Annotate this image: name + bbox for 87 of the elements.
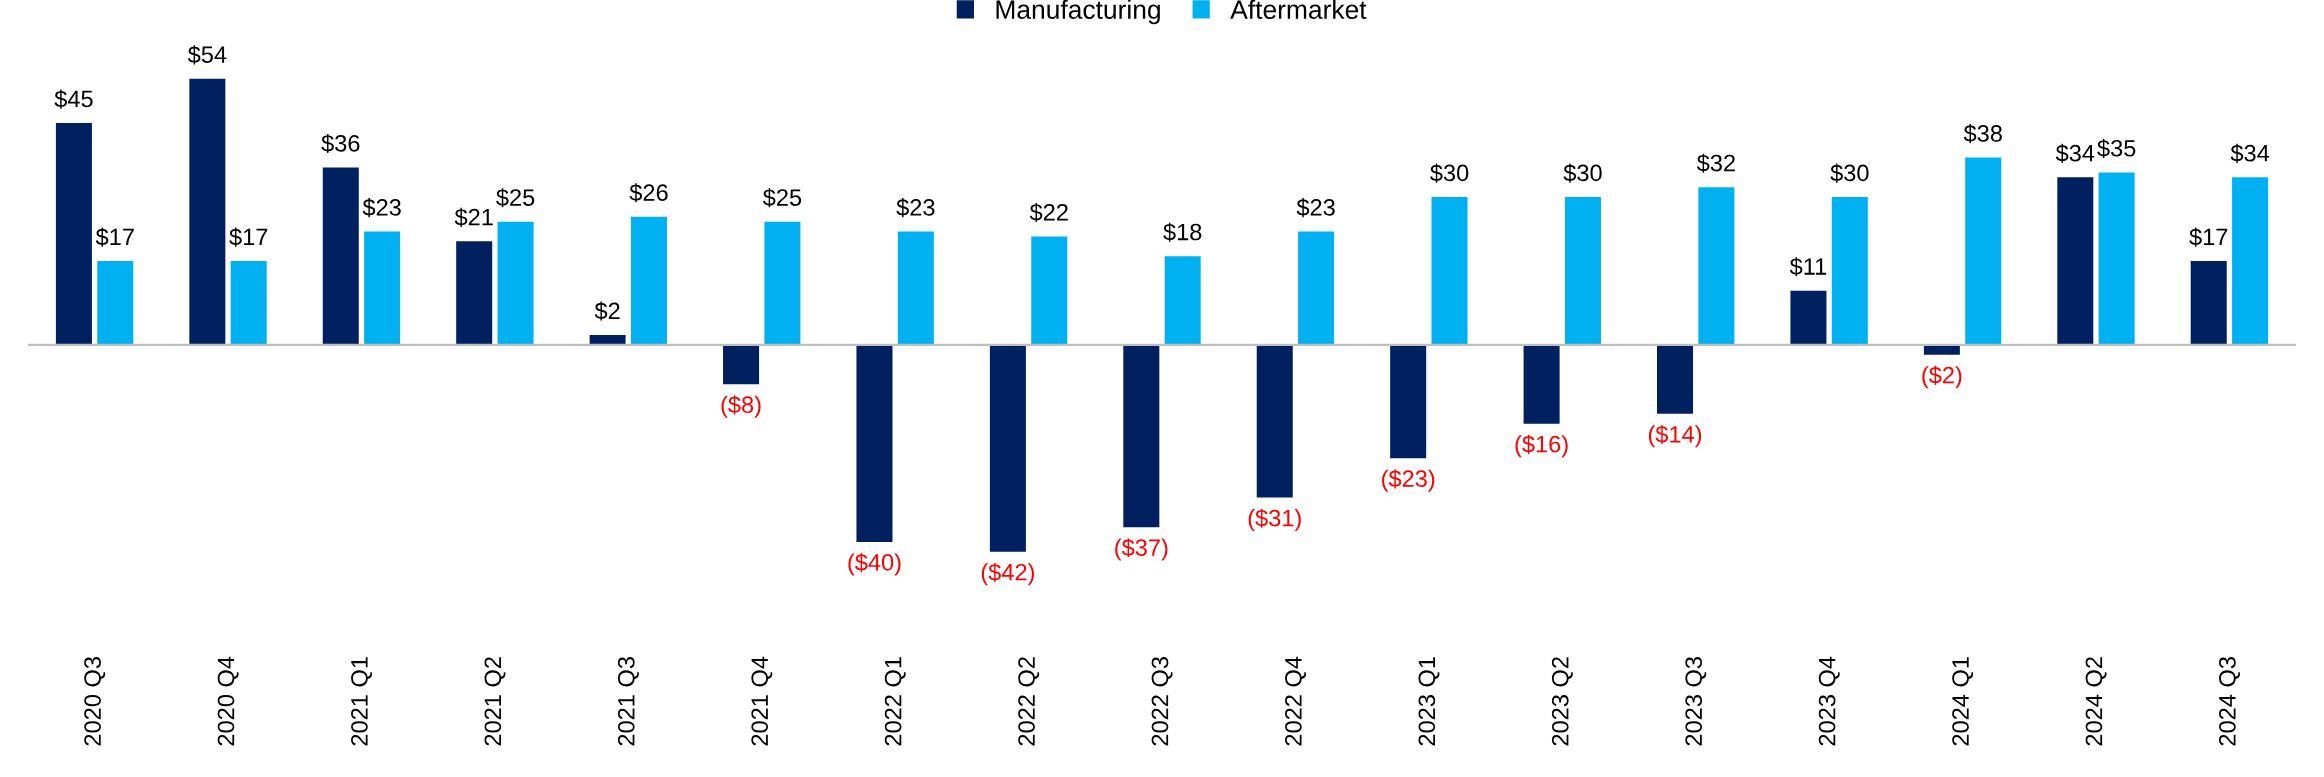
bar <box>364 231 401 345</box>
bar <box>1523 344 1560 424</box>
data-label: $17 <box>95 227 134 247</box>
bar <box>189 78 226 345</box>
bar <box>2098 172 2135 345</box>
bar <box>1298 231 1335 345</box>
data-label: $2 <box>594 301 620 321</box>
data-label: $26 <box>629 183 668 203</box>
data-label: $21 <box>454 207 493 227</box>
data-label: $25 <box>762 188 802 208</box>
data-label: ($37) <box>1115 538 1168 561</box>
legend-label: Manufacturing <box>996 0 1160 25</box>
data-label: $34 <box>2055 143 2095 163</box>
bar <box>2190 261 2227 345</box>
bar <box>1031 236 1068 345</box>
x-tick-label: 2022 Q3 <box>1151 657 1173 746</box>
x-tick-label: 2023 Q4 <box>1818 656 1840 746</box>
x-tick-label: 2024 Q1 <box>1952 657 1974 746</box>
bar <box>497 221 534 345</box>
bar <box>1790 290 1827 345</box>
x-tick-label: 2023 Q3 <box>1685 657 1707 746</box>
x-tick-label: 2022 Q1 <box>884 657 906 746</box>
bar <box>2232 177 2269 345</box>
data-label: ($14) <box>1648 424 1702 448</box>
x-tick-label: 2022 Q2 <box>1018 657 1040 746</box>
data-label: $30 <box>1563 163 1602 183</box>
data-label: $36 <box>321 133 360 154</box>
bar <box>1657 344 1694 414</box>
data-label: $18 <box>1163 222 1202 242</box>
data-label: ($16) <box>1515 434 1568 458</box>
bar <box>630 216 667 345</box>
x-tick-label: 2024 Q2 <box>2085 657 2107 746</box>
bar <box>1390 344 1427 459</box>
bar <box>322 167 359 345</box>
data-label: $17 <box>229 227 268 247</box>
bar <box>1564 197 1601 345</box>
bar <box>589 334 626 345</box>
data-label: $11 <box>1789 257 1827 277</box>
data-label: ($23) <box>1382 469 1435 492</box>
data-label: $22 <box>1029 202 1068 223</box>
data-label: $38 <box>1963 124 2002 144</box>
data-label: $23 <box>896 198 935 218</box>
x-tick-label: 2024 Q3 <box>2219 657 2240 746</box>
data-label: $35 <box>2097 138 2136 159</box>
data-label: ($42) <box>981 562 1034 586</box>
data-label: $17 <box>2189 227 2228 247</box>
x-tick-label: 2020 Q4 <box>217 656 239 746</box>
bar <box>456 241 493 345</box>
data-label: $30 <box>1430 163 1469 183</box>
x-tick-label: 2021 Q1 <box>351 657 373 746</box>
bar <box>1164 256 1201 345</box>
bar <box>1831 197 1868 345</box>
data-label: $30 <box>1830 163 1869 183</box>
data-label: $34 <box>2230 143 2270 163</box>
data-label: $45 <box>54 89 93 109</box>
data-label: $25 <box>496 188 535 208</box>
bar <box>897 231 934 345</box>
bar <box>97 261 134 345</box>
data-label: ($2) <box>1922 365 1962 389</box>
x-tick-label: 2020 Q3 <box>84 657 106 746</box>
bar <box>764 221 801 345</box>
data-label: $32 <box>1696 153 1735 173</box>
bar <box>1965 157 2002 345</box>
data-label: $54 <box>187 45 227 65</box>
x-tick-label: 2023 Q1 <box>1418 657 1440 746</box>
x-tick-label: 2021 Q2 <box>484 657 506 746</box>
bar <box>723 344 760 385</box>
bar <box>2057 177 2094 345</box>
bar <box>55 123 92 345</box>
bar <box>1256 344 1293 498</box>
bar <box>856 344 893 542</box>
legend-label: Aftermarket <box>1230 0 1367 19</box>
x-tick-label: 2022 Q4 <box>1285 656 1306 746</box>
data-label: ($40) <box>848 553 901 576</box>
data-label: ($31) <box>1248 508 1301 532</box>
data-label: $23 <box>1296 198 1335 218</box>
bar <box>1431 197 1468 345</box>
bar <box>1698 187 1735 345</box>
data-label: $23 <box>362 198 401 218</box>
bar <box>1123 344 1160 528</box>
bar <box>989 344 1026 552</box>
x-tick-label: 2023 Q2 <box>1551 657 1573 746</box>
x-tick-label: 2021 Q4 <box>751 656 773 746</box>
x-tick-label: 2021 Q3 <box>617 657 639 746</box>
bar <box>230 261 267 345</box>
bar <box>1923 344 1960 355</box>
data-label: ($8) <box>721 395 761 418</box>
